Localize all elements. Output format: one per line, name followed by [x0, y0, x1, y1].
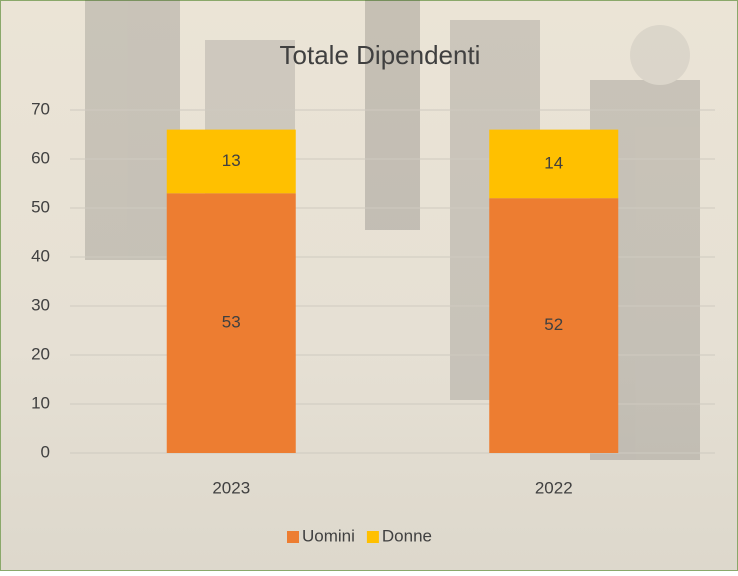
legend-label: Uomini [302, 526, 355, 545]
y-tick-label: 70 [31, 99, 50, 118]
bar-segment [489, 129, 619, 199]
data-label: 14 [544, 153, 563, 172]
bar-segment [166, 193, 296, 454]
data-label: 53 [222, 313, 241, 332]
y-tick-label: 40 [31, 246, 50, 265]
bar-segment [166, 129, 296, 194]
y-tick-label: 0 [41, 442, 50, 461]
data-label: 13 [222, 151, 241, 170]
bar-segment [489, 198, 619, 453]
y-tick-label: 20 [31, 344, 50, 363]
y-tick-label: 50 [31, 197, 50, 216]
legend-swatch [366, 531, 379, 543]
y-tick-label: 10 [31, 393, 50, 412]
y-tick-label: 30 [31, 295, 50, 314]
chart-title: Totale Dipendenti [280, 40, 481, 70]
legend-label: Donne [382, 526, 432, 545]
data-label: 52 [544, 315, 563, 334]
x-tick-label: 2023 [212, 478, 250, 497]
x-tick-label: 2022 [535, 478, 573, 497]
legend-swatch [287, 531, 299, 543]
y-tick-label: 60 [31, 148, 50, 167]
